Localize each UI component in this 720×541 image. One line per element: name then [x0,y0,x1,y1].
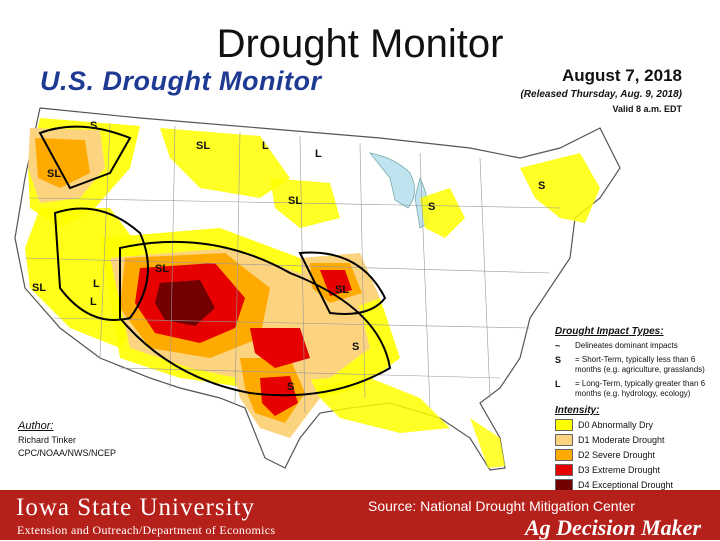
region-label: S [90,120,98,132]
region-label: SL [47,168,62,180]
legend-item: D0 Abnormally Dry [555,419,715,431]
legend-swatch [555,464,573,476]
great-lakes [369,152,415,209]
d0-area-south [310,378,450,433]
impact-row-delineates: ~ Delineates dominant impacts [555,341,715,351]
legend-label: D0 Abnormally Dry [578,420,654,430]
author-title: Author: [18,420,54,432]
source-text: Source: National Drought Mitigation Cent… [368,498,635,514]
region-label: SL [196,140,211,152]
university-logo: Iowa State University [16,494,256,521]
department-text: Extension and Outreach/Department of Eco… [17,523,276,537]
legend-swatch [555,479,573,490]
drought-map: U.S. Drought Monitor August 7, 2018 (Rel… [0,58,720,490]
region-label: SL [288,195,303,207]
slide-title: Drought Monitor [216,22,504,66]
author-name: Richard Tinker [18,435,77,445]
region-label: S [538,180,546,192]
legend-box: Drought Impact Types: ~ Delineates domin… [555,326,715,490]
author-box: Author: Richard Tinker CPC/NOAA/NWS/NCEP [18,420,188,458]
d3-area-oklahoma [250,328,310,368]
short-term-text: = Short-Term, typically less than 6 mont… [575,355,705,374]
d0-area-michigan [420,188,465,238]
impact-row-short: S = Short-Term, typically less than 6 mo… [555,355,715,375]
d0-area-north [160,128,290,198]
region-label: L [262,140,269,152]
legend-swatch [555,449,573,461]
date-box: August 7, 2018 (Released Thursday, Aug. … [492,66,682,114]
legend-label: D3 Extreme Drought [578,465,661,475]
legend-label: D2 Severe Drought [578,450,656,460]
region-label: L [315,148,322,160]
valid-time: Valid 8 a.m. EDT [612,104,682,114]
us-map-graphic [14,107,621,471]
impact-boundaries [38,125,392,397]
d0-area-florida [470,418,505,468]
intensity-title: Intensity: [555,405,600,416]
impact-row-long: L = Long-Term, typically greater than 6 … [555,379,715,399]
region-label: L [93,278,100,290]
legend-label: D1 Moderate Drought [578,435,665,445]
author-org: CPC/NOAA/NWS/NCEP [18,448,117,458]
legend-item: D2 Severe Drought [555,449,715,461]
region-label: SL [335,284,350,296]
legend-item: D1 Moderate Drought [555,434,715,446]
region-label: SL [155,263,170,275]
d3-area-missouri [320,270,352,296]
impact-types-title: Drought Impact Types: [555,326,664,337]
d4-area-fourcorners [155,280,215,326]
release-date: (Released Thursday, Aug. 9, 2018) [520,89,682,100]
legend-label: D4 Exceptional Drought [578,480,674,490]
legend-swatch [555,434,573,446]
long-term-text: = Long-Term, typically greater than 6 mo… [575,379,706,398]
legend-swatch [555,419,573,431]
region-label: S [352,341,360,353]
delineates-text: Delineates dominant impacts [575,341,678,350]
state-lines [24,122,561,414]
region-label: S [428,201,436,213]
region-label: L [90,296,97,308]
map-heading: U.S. Drought Monitor [40,66,322,96]
legend-item: D4 Exceptional Drought [555,479,715,490]
short-term-symbol: S [555,355,562,365]
legend-item: D3 Extreme Drought [555,464,715,476]
boundary-line-icon: ~ [555,341,561,351]
map-date: August 7, 2018 [562,66,682,85]
footer-bar: Iowa State University Extension and Outr… [0,490,720,540]
d0-area-northeast [520,153,600,223]
region-label: S [287,381,295,393]
long-term-symbol: L [555,379,561,389]
region-label: SL [32,282,47,294]
brand-text: Ag Decision Maker [525,515,701,540]
